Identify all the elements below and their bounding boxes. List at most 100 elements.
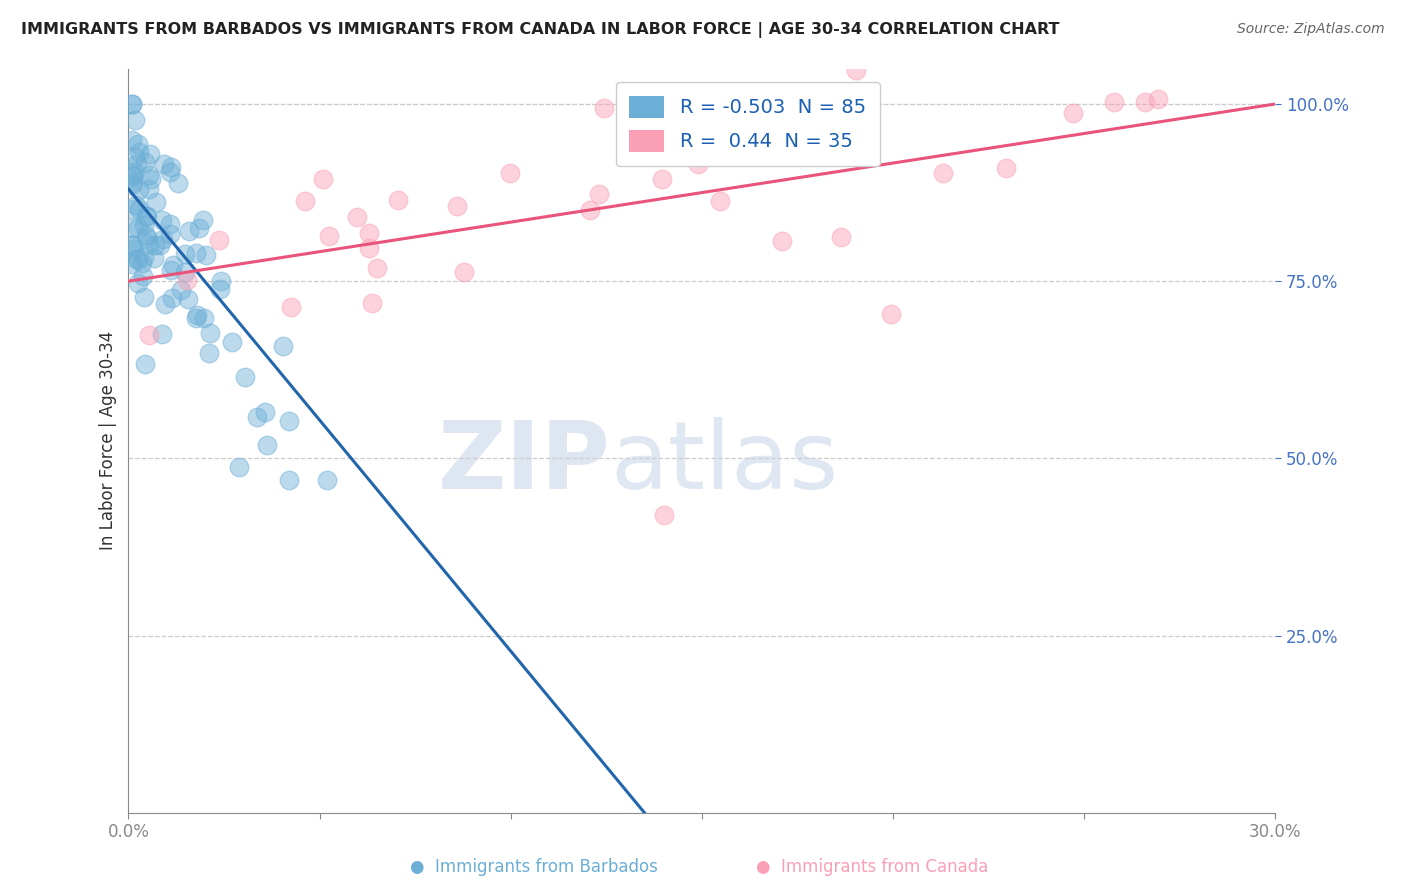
Point: [128, 145, 150, 159]
Y-axis label: In Labor Force | Age 30-34: In Labor Force | Age 30-34: [100, 331, 117, 550]
Point: [128, 202, 150, 216]
Point: [387, 193, 409, 207]
Point: [121, 176, 143, 190]
Point: [366, 261, 388, 276]
Point: [159, 165, 181, 179]
Point: [346, 210, 368, 224]
Point: [188, 221, 211, 235]
Point: [125, 156, 148, 170]
Point: [121, 257, 143, 271]
Point: [280, 301, 302, 315]
Point: [135, 227, 157, 242]
Point: [139, 172, 162, 186]
Point: [131, 256, 153, 270]
Point: [177, 292, 200, 306]
Point: [135, 209, 157, 223]
Point: [138, 328, 160, 343]
Point: [153, 157, 176, 171]
Point: [186, 308, 208, 322]
Point: [186, 310, 208, 325]
Point: [143, 251, 166, 265]
Point: [235, 370, 257, 384]
Point: [593, 101, 616, 115]
Point: [770, 234, 793, 248]
Point: [316, 473, 339, 487]
Point: [121, 169, 143, 183]
Text: ●  Immigrants from Canada: ● Immigrants from Canada: [755, 858, 988, 876]
Point: [152, 231, 174, 245]
Point: [588, 187, 610, 202]
Point: [159, 217, 181, 231]
Text: Source: ZipAtlas.com: Source: ZipAtlas.com: [1237, 22, 1385, 37]
Point: [228, 460, 250, 475]
Point: [121, 221, 143, 235]
Point: [143, 238, 166, 252]
Point: [880, 307, 903, 321]
Point: [132, 250, 155, 264]
Text: IMMIGRANTS FROM BARBADOS VS IMMIGRANTS FROM CANADA IN LABOR FORCE | AGE 30-34 CO: IMMIGRANTS FROM BARBADOS VS IMMIGRANTS F…: [21, 22, 1060, 38]
Point: [127, 276, 149, 290]
Point: [256, 438, 278, 452]
Point: [150, 326, 173, 341]
Point: [139, 147, 162, 161]
Point: [134, 218, 156, 232]
Point: [1102, 95, 1125, 110]
Point: [159, 160, 181, 174]
Text: ZIP: ZIP: [437, 417, 610, 509]
Point: [1135, 95, 1157, 109]
Point: [134, 357, 156, 371]
Point: [159, 227, 181, 242]
Point: [138, 168, 160, 182]
Point: [121, 238, 143, 252]
Point: [135, 231, 157, 245]
Point: [652, 508, 675, 523]
Point: [170, 283, 193, 297]
Point: [709, 194, 731, 208]
Point: [127, 220, 149, 235]
Point: [579, 202, 602, 217]
Point: [121, 202, 143, 217]
Point: [121, 178, 143, 192]
Point: [134, 290, 156, 304]
Point: [149, 238, 172, 252]
Point: [294, 194, 316, 209]
Point: [153, 296, 176, 310]
Point: [167, 177, 190, 191]
Point: [127, 136, 149, 151]
Text: ●  Immigrants from Barbados: ● Immigrants from Barbados: [411, 858, 658, 876]
Point: [177, 224, 200, 238]
Point: [121, 237, 143, 252]
Point: [446, 199, 468, 213]
Point: [830, 230, 852, 244]
Point: [124, 150, 146, 164]
Point: [851, 101, 873, 115]
Point: [160, 263, 183, 277]
Point: [221, 335, 243, 350]
Point: [122, 169, 145, 184]
Point: [138, 182, 160, 196]
Point: [121, 97, 143, 112]
Point: [246, 410, 269, 425]
Point: [198, 346, 221, 360]
Point: [271, 339, 294, 353]
Point: [1062, 105, 1084, 120]
Point: [200, 326, 222, 341]
Point: [122, 242, 145, 256]
Point: [688, 157, 710, 171]
Point: [845, 62, 868, 77]
Point: [208, 282, 231, 296]
Point: [174, 246, 197, 260]
Legend: R = -0.503  N = 85, R =  0.44  N = 35: R = -0.503 N = 85, R = 0.44 N = 35: [616, 82, 880, 166]
Point: [150, 213, 173, 227]
Point: [195, 247, 218, 261]
Point: [312, 171, 335, 186]
Point: [498, 166, 520, 180]
Point: [173, 265, 195, 279]
Point: [209, 274, 232, 288]
Point: [191, 213, 214, 227]
Text: atlas: atlas: [610, 417, 838, 509]
Point: [125, 252, 148, 267]
Point: [138, 237, 160, 252]
Point: [207, 233, 229, 247]
Point: [357, 241, 380, 255]
